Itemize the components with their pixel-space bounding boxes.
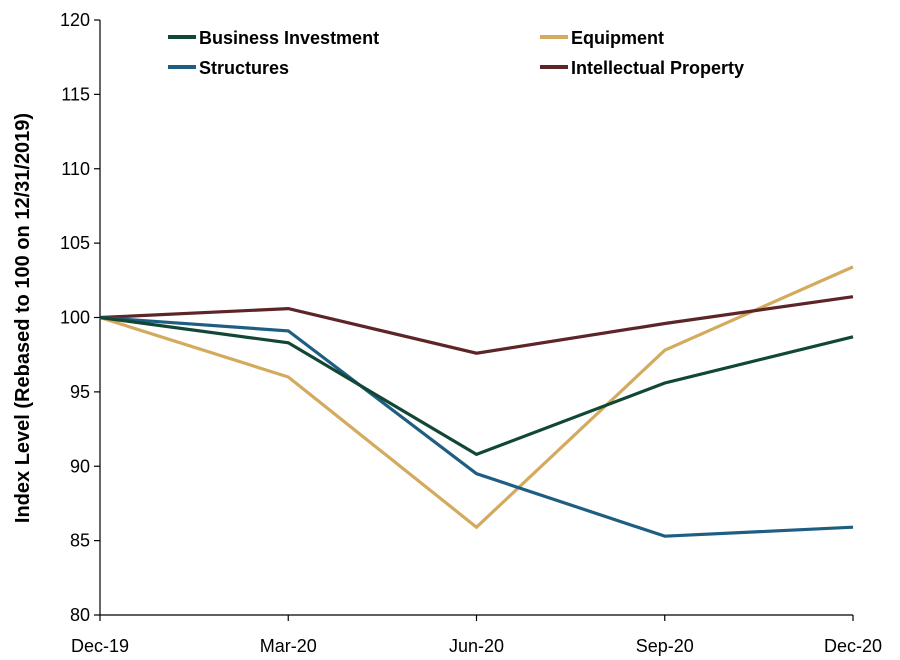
legend-label: Structures: [199, 58, 289, 78]
x-tick-label: Mar-20: [260, 636, 317, 656]
series-line-equipment: [99, 265, 854, 530]
legend: Business Investment Equipment Structures In…: [168, 28, 744, 78]
y-tick-label: 80: [70, 605, 90, 625]
y-tick-label: 115: [61, 84, 90, 104]
y-tick-label: 85: [70, 531, 90, 551]
series-line-structures: [99, 315, 854, 538]
x-tick-label: Sep-20: [636, 636, 694, 656]
series-lines: [99, 265, 854, 538]
legend-label: Equipment: [571, 28, 664, 48]
x-axis-ticks: Dec-19 Mar-20 Jun-20 Sep-20 Dec-20: [71, 615, 882, 656]
y-tick-label: 100: [60, 308, 90, 328]
y-tick-label: 120: [60, 10, 90, 30]
y-axis-title: Index Level (Rebased to 100 on 12/31/201…: [12, 113, 34, 523]
x-tick-label: Dec-19: [71, 636, 129, 656]
series-line-intellectual-property: [99, 295, 854, 355]
series-line-business-investment: [99, 315, 854, 457]
y-tick-label: 110: [61, 159, 90, 179]
y-axis-ticks: 80 85 90 95 100 105 110 115 120: [60, 10, 100, 625]
x-tick-label: Dec-20: [824, 636, 882, 656]
legend-label: Intellectual Property: [571, 58, 744, 78]
x-tick-label: Jun-20: [449, 636, 504, 656]
y-tick-label: 90: [70, 456, 90, 476]
y-tick-label: 95: [70, 382, 90, 402]
y-tick-label: 105: [60, 233, 90, 253]
legend-label: Business Investment: [199, 28, 379, 48]
